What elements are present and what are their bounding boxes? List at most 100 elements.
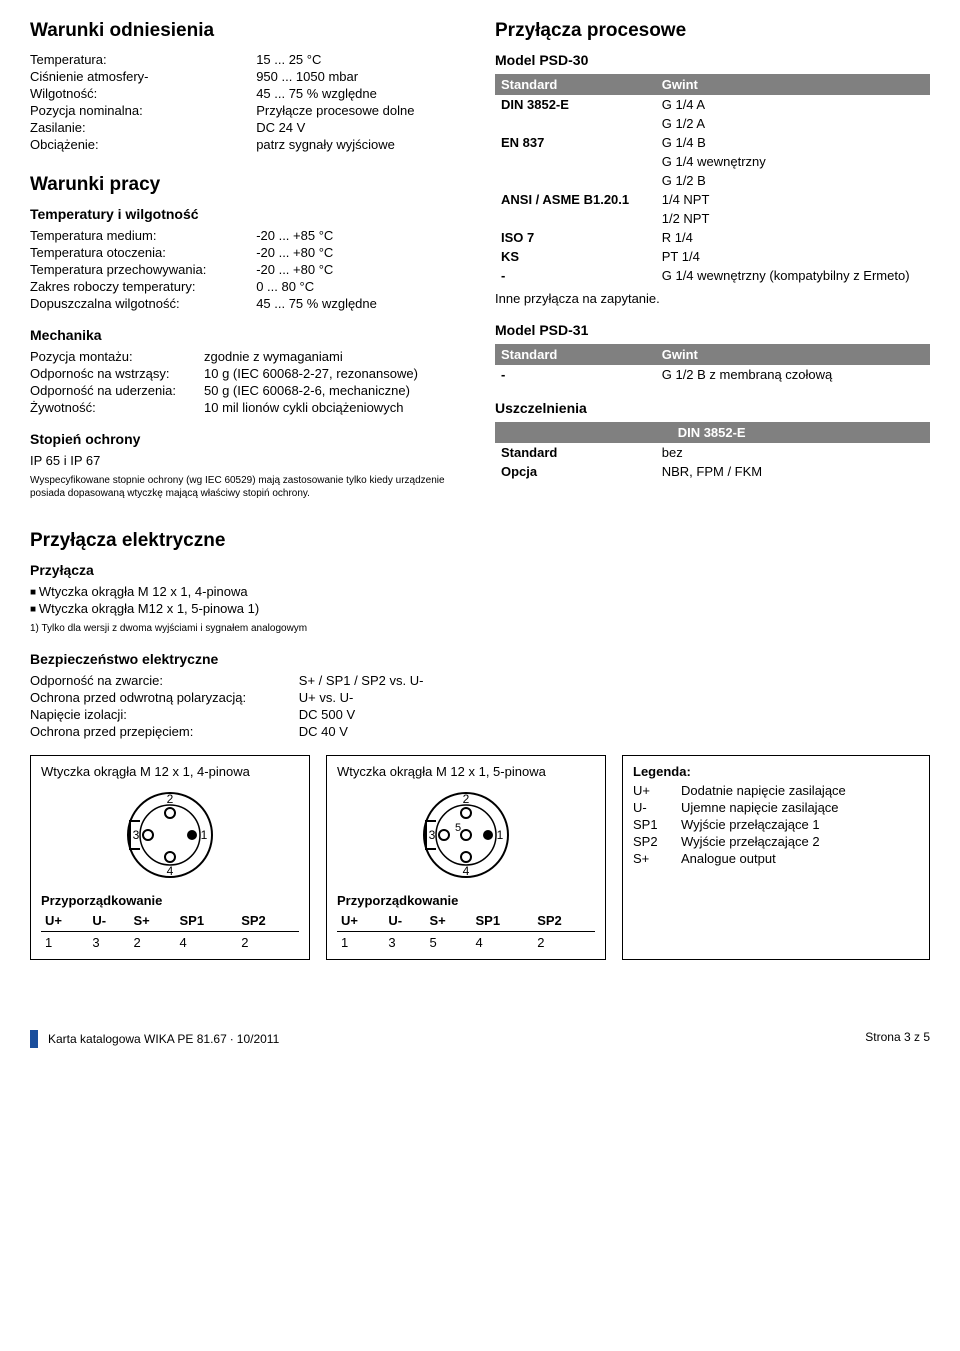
kv-value: 10 g (IEC 60068-2-27, rezonansowe) [204,366,465,381]
kv-label: Zasilanie: [30,120,256,135]
td: 3 [88,932,129,954]
kv-value: -20 ... +80 °C [256,262,465,277]
th: SP2 [533,910,595,932]
elec-conn-title: Przyłącza elektryczne [30,530,930,552]
kv-label: Pozycja nominalna: [30,103,256,118]
legend-val: Dodatnie napięcie zasilające [681,783,919,798]
kv-label: Ochrona przed przepięciem: [30,724,299,739]
svg-text:1: 1 [201,828,208,842]
th-standard: Standard [501,77,662,92]
kv-value: DC 24 V [256,120,465,135]
td: 2 [130,932,176,954]
assign-label: Przyporządkowanie [337,893,595,908]
kv-value: 10 mil lionów cykli obciążeniowych [204,400,465,415]
td: 2 [533,932,595,954]
seals-title: Uszczelnienia [495,400,930,416]
kv-value: DC 40 V [299,724,590,739]
kv-value: -20 ... +85 °C [256,228,465,243]
td-r: 1/4 NPT [662,192,924,207]
legend-val: Wyjście przełączające 2 [681,834,919,849]
psd30-after: Inne przyłącza na zapytanie. [495,291,930,306]
td: 1 [41,932,88,954]
td-r: G 1/4 wewnętrzny (kompatybilny z Ermeto) [662,268,924,283]
left-column: Warunki odniesienia Temperatura:15 ... 2… [30,20,465,500]
td: 4 [175,932,237,954]
connector-boxes: Wtyczka okrągła M 12 x 1, 4-pinowa 2 1 4… [30,755,930,960]
td-l: KS [501,249,662,264]
kv-label: Pozycja montażu: [30,349,204,364]
kv-value: S+ / SP1 / SP2 vs. U- [299,673,590,688]
kv-value: 0 ... 80 °C [256,279,465,294]
kv-label: Temperatura medium: [30,228,256,243]
svg-text:4: 4 [167,864,174,878]
td: 2 [237,932,299,954]
kv-value: zgodnie z wymaganiami [204,349,465,364]
ref-cond-title: Warunki odniesienia [30,20,465,42]
th: U- [88,910,129,932]
legend-key: U- [633,800,681,815]
svg-text:1: 1 [497,828,504,842]
proc-conn-title: Przyłącza procesowe [495,20,930,42]
svg-text:3: 3 [429,828,436,842]
legend-title: Legenda: [633,764,919,779]
op-cond-block: Temperatura medium:-20 ... +85 °C Temper… [30,228,465,311]
td-r: G 1/2 A [662,116,924,131]
kv-value: 15 ... 25 °C [256,52,465,67]
td: 4 [471,932,533,954]
kv-value: 45 ... 75 % względne [256,296,465,311]
kv-value: patrz sygnały wyjściowe [256,137,465,152]
kv-label: Odporność na zwarcie: [30,673,299,688]
seals-table: DIN 3852-E Standardbez OpcjaNBR, FPM / F… [495,422,930,481]
th-gwint: Gwint [662,347,924,362]
kv-label: Ochrona przed odwrotną polaryzacją: [30,690,299,705]
kv-value: 45 ... 75 % względne [256,86,465,101]
kv-label: Żywotność: [30,400,204,415]
kv-value: -20 ... +80 °C [256,245,465,260]
conn-box-4pin: Wtyczka okrągła M 12 x 1, 4-pinowa 2 1 4… [30,755,310,960]
ref-cond-block: Temperatura:15 ... 25 °C Ciśnienie atmos… [30,52,465,152]
psd31-table: Standard Gwint -G 1/2 B z membraną czoło… [495,344,930,384]
model-psd30-title: Model PSD-30 [495,52,930,68]
przylacza-title: Przyłącza [30,562,930,578]
footer-left: Karta katalogowa WIKA PE 81.67 ∙ 10/2011 [30,1030,289,1048]
kv-value: DC 500 V [299,707,590,722]
kv-label: Temperatura przechowywania: [30,262,256,277]
td-r: G 1/4 wewnętrzny [662,154,924,169]
td-r: G 1/4 B [662,135,924,150]
legend-val: Analogue output [681,851,919,866]
plug-foot: 1) Tylko dla wersji z dwoma wyjściami i … [30,622,930,635]
td-l: ISO 7 [501,230,662,245]
th-gwint: Gwint [662,77,924,92]
th: U+ [41,910,88,932]
td-r: G 1/2 B z membraną czołową [662,367,924,382]
td-r: bez [662,445,924,460]
prot-class-value: IP 65 i IP 67 [30,453,465,468]
th: SP2 [237,910,299,932]
pin-table-5pin: U+ U- S+ SP1 SP2 1 3 5 4 2 [337,910,595,953]
assign-label: Przyporządkowanie [41,893,299,908]
td-l: ANSI / ASME B1.20.1 [501,192,662,207]
footer: Karta katalogowa WIKA PE 81.67 ∙ 10/2011… [0,1030,960,1060]
svg-text:3: 3 [133,828,140,842]
td-l: - [501,268,662,283]
td-r: R 1/4 [662,230,924,245]
td-r: 1/2 NPT [662,211,924,226]
kv-value: 50 g (IEC 60068-2-6, mechaniczne) [204,383,465,398]
legend-box: Legenda: U+Dodatnie napięcie zasilające … [622,755,930,960]
kv-label: Ciśnienie atmosfery- [30,69,256,84]
mech-title: Mechanika [30,327,465,343]
kv-label: Obciążenie: [30,137,256,152]
kv-value: Przyłącze procesowe dolne [256,103,465,118]
legend-key: S+ [633,851,681,866]
svg-text:2: 2 [167,792,174,806]
legend-key: U+ [633,783,681,798]
prot-class-note: Wyspecyfikowane stopnie ochrony (wg IEC … [30,474,465,500]
footer-right: Strona 3 z 5 [865,1030,930,1048]
mech-block: Pozycja montażu:zgodnie z wymaganiami Od… [30,349,465,415]
elec-safe-block: Odporność na zwarcie:S+ / SP1 / SP2 vs. … [30,673,590,739]
kv-label: Odpornośc na wstrząsy: [30,366,204,381]
td-l: DIN 3852-E [501,97,662,112]
kv-label: Temperatura: [30,52,256,67]
td-r: G 1/2 B [662,173,924,188]
legend-key: SP2 [633,834,681,849]
